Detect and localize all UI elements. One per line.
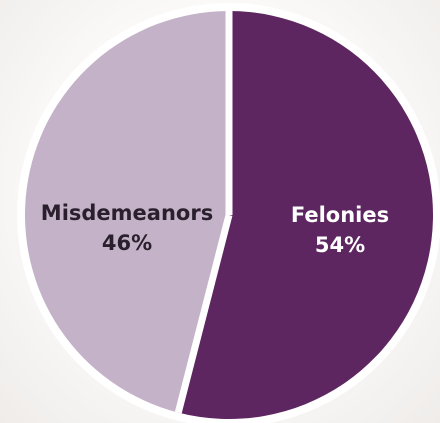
slice-label-misdemeanors: Misdemeanors (41, 201, 213, 225)
slice-label-felonies: Felonies (291, 203, 389, 227)
pie-separator-1 (174, 214, 233, 414)
pie-slice-misdemeanors (25, 11, 230, 413)
pie-slice-felonies (178, 11, 434, 419)
slice-value-felonies: 54% (315, 233, 365, 257)
pie-slices (25, 11, 434, 419)
pie-labels: Felonies 54% Misdemeanors 46% (41, 201, 389, 257)
slice-value-misdemeanors: 46% (102, 231, 152, 255)
